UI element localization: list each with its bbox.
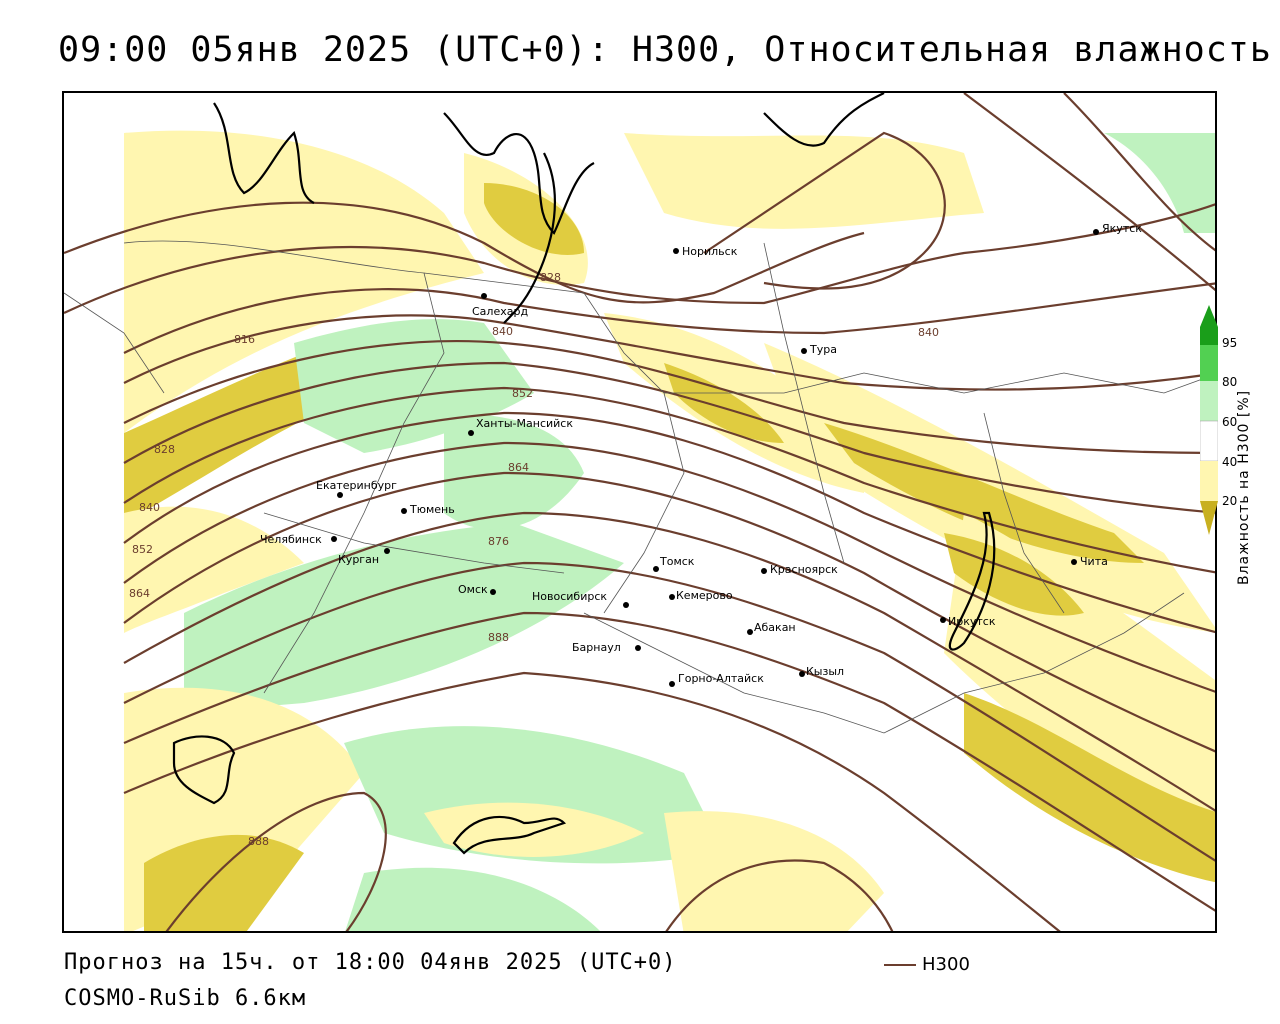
city-label: Горно-Алтайск bbox=[678, 672, 764, 685]
city-label: Абакан bbox=[754, 621, 796, 634]
city-marker[interactable]: Томск bbox=[653, 555, 695, 572]
forecast-info: Прогноз на 15ч. от 18:00 04янв 2025 (UTC… bbox=[64, 950, 677, 975]
city-marker[interactable]: Чита bbox=[1071, 555, 1108, 568]
isoline-label: 852 bbox=[512, 387, 533, 400]
city-marker[interactable]: Абакан bbox=[747, 621, 796, 635]
city-marker[interactable]: Барнаул bbox=[572, 641, 641, 654]
colorbar-swatch-95 bbox=[1200, 327, 1218, 345]
city-label: Салехард bbox=[472, 305, 528, 318]
city-label: Барнаул bbox=[572, 641, 621, 654]
city-label: Екатеринбург bbox=[316, 479, 397, 492]
city-label: Тюмень bbox=[409, 503, 455, 516]
city-marker[interactable]: Кызыл bbox=[799, 665, 844, 678]
colorbar-tick: 60 bbox=[1222, 415, 1238, 429]
h300-contours bbox=[64, 93, 1215, 931]
city-label: Новосибирск bbox=[532, 590, 607, 603]
city-label: Красноярск bbox=[770, 563, 838, 576]
city-label: Курган bbox=[338, 553, 379, 566]
isoline-label: 888 bbox=[248, 835, 269, 848]
isoline-label: 864 bbox=[129, 587, 150, 600]
map-panel[interactable]: 816 828 840 852 864 876 888 828 840 852 … bbox=[62, 91, 1217, 933]
city-label: Ханты-Мансийск bbox=[476, 417, 573, 430]
humidity-map: 816 828 840 852 864 876 888 828 840 852 … bbox=[64, 93, 1215, 931]
colorbar-tick: 40 bbox=[1222, 455, 1238, 469]
city-label: Омск bbox=[458, 583, 488, 596]
cities: Якутск Норильск Салехард Тура Ханты-Манс… bbox=[260, 222, 1142, 687]
isoline-label: 840 bbox=[918, 326, 939, 339]
colorbar-swatch-80 bbox=[1200, 345, 1218, 381]
city-marker[interactable]: Курган bbox=[338, 548, 390, 566]
contour-legend: H300 bbox=[884, 954, 970, 975]
city-marker[interactable]: Челябинск bbox=[260, 533, 337, 546]
isoline-label: 816 bbox=[234, 333, 255, 346]
city-marker[interactable]: Салехард bbox=[472, 293, 528, 318]
city-marker[interactable]: Тюмень bbox=[401, 503, 455, 516]
contour-legend-swatch bbox=[884, 963, 916, 966]
isoline-labels: 816 828 840 852 864 876 888 828 840 852 … bbox=[129, 271, 939, 848]
isoline-label: 828 bbox=[154, 443, 175, 456]
isoline-label: 876 bbox=[488, 535, 509, 548]
colorbar-tick: 95 bbox=[1222, 336, 1238, 350]
colorbar-swatch-20 bbox=[1200, 461, 1218, 501]
model-name: COSMO-RuSib 6.6км bbox=[64, 986, 307, 1011]
city-label: Кызыл bbox=[806, 665, 844, 678]
city-marker[interactable]: Омск bbox=[458, 583, 496, 596]
city-label: Чита bbox=[1080, 555, 1108, 568]
city-label: Норильск bbox=[682, 245, 738, 258]
isoline-label: 864 bbox=[508, 461, 529, 474]
city-marker[interactable]: Новосибирск bbox=[532, 590, 629, 608]
city-label: Кемерово bbox=[676, 589, 733, 602]
city-label: Томск bbox=[659, 555, 695, 568]
colorbar-tick: 20 bbox=[1222, 494, 1238, 508]
colorbar-tick: 80 bbox=[1222, 375, 1238, 389]
city-label: Иркутск bbox=[948, 615, 996, 628]
borders bbox=[64, 240, 1215, 734]
city-marker[interactable]: Горно-Алтайск bbox=[669, 672, 764, 687]
isoline-label: 840 bbox=[492, 325, 513, 338]
isoline-label: 840 bbox=[139, 501, 160, 514]
isoline-label: 888 bbox=[488, 631, 509, 644]
city-marker[interactable]: Ханты-Мансийск bbox=[468, 417, 573, 436]
colorbar-title: Влажность на H300 [%] bbox=[1236, 389, 1252, 585]
city-marker[interactable]: Якутск bbox=[1093, 222, 1142, 235]
city-label: Челябинск bbox=[260, 533, 322, 546]
humidity-colorbar bbox=[1200, 305, 1218, 535]
colorbar-swatch-40 bbox=[1200, 420, 1218, 462]
colorbar-swatch-60 bbox=[1200, 381, 1218, 421]
isoline-label: 828 bbox=[540, 271, 561, 284]
map-title: 09:00 05янв 2025 (UTC+0): H300, Относите… bbox=[58, 30, 1272, 70]
city-marker[interactable]: Екатеринбург bbox=[316, 479, 397, 498]
city-marker[interactable]: Красноярск bbox=[761, 563, 838, 576]
isoline-label: 852 bbox=[132, 543, 153, 556]
city-label: Якутск bbox=[1102, 222, 1142, 235]
city-marker[interactable]: Тура bbox=[801, 343, 837, 356]
city-label: Тура bbox=[809, 343, 837, 356]
city-marker[interactable]: Норильск bbox=[673, 245, 738, 258]
contour-legend-label: H300 bbox=[922, 954, 970, 975]
city-marker[interactable]: Иркутск bbox=[940, 615, 996, 628]
humidity-fill bbox=[124, 130, 1215, 931]
city-marker[interactable]: Кемерово bbox=[669, 589, 733, 602]
coastline bbox=[172, 93, 996, 855]
